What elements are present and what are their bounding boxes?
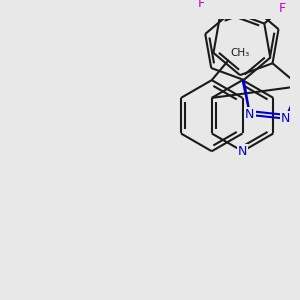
Text: N: N (238, 145, 247, 158)
Text: F: F (279, 2, 286, 15)
Text: F: F (198, 0, 205, 10)
Text: N: N (245, 108, 255, 122)
Text: N: N (280, 112, 290, 125)
Text: CH₃: CH₃ (230, 48, 250, 58)
